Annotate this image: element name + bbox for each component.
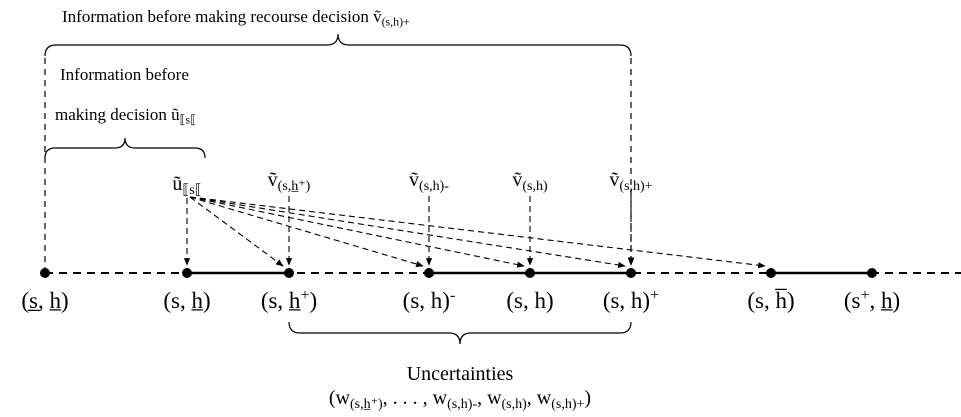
math-label: ṽ(s,h) [512, 169, 548, 194]
brace [288, 321, 632, 345]
superscript: - [450, 287, 455, 304]
subscript: (s,h)- [419, 179, 449, 194]
label-text: , . . . , w [383, 387, 448, 409]
superscript: + [860, 287, 869, 304]
math-label: (s, h̲+) [261, 287, 317, 313]
math-label: ṽ(s,h̲⁺) [268, 169, 311, 194]
math-label: (w(s,h̲⁺), . . . , w(s,h)-, w(s,h), w(s,… [329, 387, 591, 412]
point [424, 268, 434, 278]
label-text: ṽ [512, 169, 522, 191]
label-text: ṽ [409, 169, 419, 191]
dashed-arrow [189, 196, 424, 267]
dashed-arrow [189, 196, 766, 269]
subscript: (s,h)+ [619, 179, 652, 194]
subscript: (s,h̲⁺) [278, 179, 311, 194]
subscript: (s,h)- [447, 397, 477, 412]
label-text: , h̲) [870, 288, 901, 313]
point [525, 268, 535, 278]
point [766, 268, 776, 278]
label-text: (s, h̲) [163, 288, 210, 313]
point [182, 268, 192, 278]
superscript: + [650, 287, 659, 304]
label-text: (s, h̅) [747, 287, 794, 313]
subscript: (s,h)+ [551, 397, 584, 412]
label-text: Information before making recourse decis… [62, 7, 369, 26]
label-text: (s [844, 288, 861, 313]
label-text: ) [584, 387, 591, 409]
subscript: (s,h) [502, 397, 528, 412]
math-label: (s, h)- [403, 287, 456, 313]
dashed-arrow [189, 196, 626, 268]
math-label: ṽ(s,h)- [409, 169, 449, 194]
point [40, 268, 50, 278]
lines [44, 58, 961, 275]
label-text: (s, h) [403, 288, 450, 313]
subscript: (s,h) [522, 179, 548, 194]
label-text: (s, h) [603, 288, 650, 313]
math-label: (s+, h̲) [844, 287, 900, 313]
label-text: (s, h̲ [261, 288, 301, 313]
math-label: (s, h)+ [603, 287, 659, 313]
brace [44, 33, 632, 57]
label-text: , w [527, 387, 552, 409]
math-label: (s, h) [506, 288, 553, 313]
label-text: (s, h) [506, 288, 553, 313]
math-label: ũ⟦s⟦ [172, 173, 201, 198]
dashed-arrow [189, 196, 284, 267]
label-text: (s̲, h̲) [21, 288, 68, 313]
superscript: + [300, 287, 309, 304]
label-text: ṽ [609, 169, 619, 191]
uncertainties-title: Uncertainties [407, 363, 514, 385]
inner-label: Information before [60, 65, 189, 84]
label-text: ) [310, 288, 318, 313]
subscript: (s,h)+ [382, 15, 410, 29]
subscript: (s,h̲⁺) [350, 397, 383, 412]
subscript: ⟦s⟦ [180, 113, 196, 127]
inner-label: making decision ũ⟦s⟦ [55, 105, 196, 127]
math-label: (s, h̲) [163, 288, 210, 313]
label-text: (w [329, 387, 351, 409]
label-text: ṽ [373, 7, 382, 26]
top-label: Information before making recourse decis… [62, 7, 410, 29]
label-text: ṽ [268, 169, 278, 191]
label-text: , w [477, 387, 502, 409]
math-label: ṽ(s,h)+ [609, 169, 652, 194]
point [626, 268, 636, 278]
point [867, 268, 877, 278]
point [284, 268, 294, 278]
subscript: ⟦s⟦ [182, 183, 201, 198]
brace [44, 137, 206, 159]
math-label: (s, h̅) [747, 287, 794, 313]
label-text: ũ [172, 173, 182, 195]
label-text: making decision [55, 105, 167, 124]
math-label: (s̲, h̲) [21, 288, 68, 313]
label-text: ũ [171, 105, 180, 124]
dashed-arrow [189, 196, 525, 268]
